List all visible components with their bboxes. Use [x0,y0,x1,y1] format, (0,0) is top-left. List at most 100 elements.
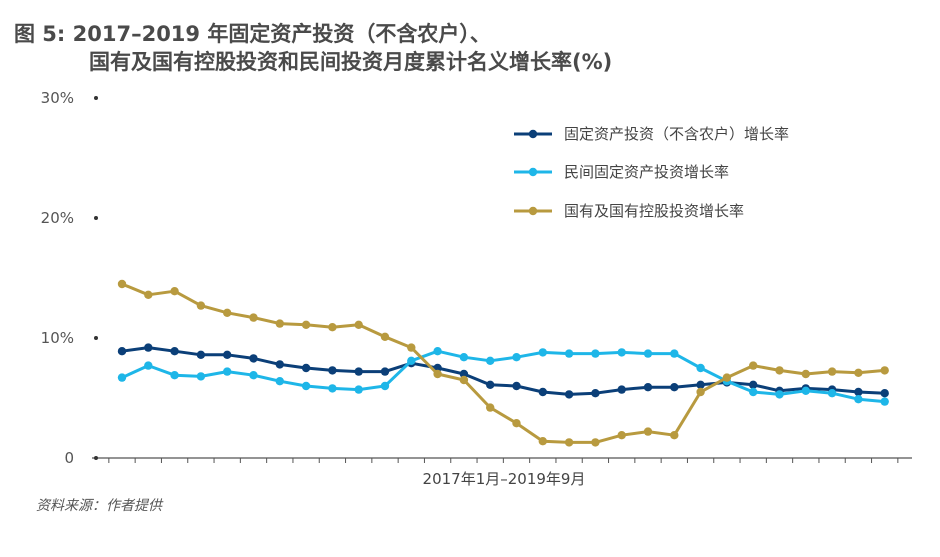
data-point [459,375,469,385]
data-point [749,361,758,370]
data-point [354,385,363,394]
data-point [696,387,705,397]
data-point [617,431,626,440]
y-tick-dot [94,96,98,100]
chart-title-line1: 图 5: 2017–2019 年固定资产投资（不含农户）、 [14,22,491,46]
data-point [223,367,232,376]
series-2 [117,279,889,447]
data-point [775,366,784,375]
data-point [170,287,179,296]
y-tick-dot [94,336,98,340]
series-lines [117,279,889,447]
data-point [617,385,626,394]
data-point [433,369,442,379]
data-point [328,384,337,393]
series-line [121,346,885,396]
data-point [459,369,469,379]
y-tick-label: 0 [64,449,74,467]
data-point [301,320,311,329]
data-point [407,343,416,352]
data-point [275,377,284,386]
data-point [670,349,679,358]
data-point [301,381,311,391]
data-point [275,319,284,328]
data-point [854,387,863,397]
data-point [117,347,127,356]
data-point [170,371,179,380]
data-point [249,354,258,363]
data-point [538,348,547,357]
data-point [854,368,863,377]
data-point [775,390,784,399]
data-point [144,343,153,352]
data-point [354,320,363,329]
legend-label: 国有及国有控股投资增长率 [564,202,744,220]
data-point [696,363,705,373]
data-point [643,349,653,358]
data-point [591,389,600,398]
data-point [486,356,495,365]
data-point [249,313,258,322]
data-point [564,438,574,447]
data-point [696,380,705,389]
y-tick-dot [94,216,98,220]
data-point [670,383,679,392]
data-point [827,367,837,376]
y-tick-label: 20% [41,209,74,227]
data-point [591,349,600,358]
data-point [486,403,495,412]
data-point [170,347,179,356]
data-point [643,383,653,392]
data-point [670,431,679,440]
data-point [144,290,153,299]
legend-item-2: 国有及国有控股投资增长率 [514,202,744,220]
data-point [880,389,889,398]
data-point [196,372,206,381]
data-point [144,361,153,370]
series-line [121,282,885,444]
data-point [486,380,495,389]
data-point [223,308,232,317]
legend-swatch-dot [528,129,538,139]
data-point [512,419,521,428]
data-point [249,371,258,380]
data-point [328,366,337,375]
data-point [512,381,521,391]
data-point [459,353,469,362]
data-point [617,348,626,357]
data-point [854,395,863,404]
chart-title-line2: 国有及国有控股投资和民间投资月度累计名义增长率(%) [89,50,613,74]
chart-title: 图 5: 2017–2019 年固定资产投资（不含农户）、 国有及国有控股投资和… [14,20,612,76]
data-point [880,366,889,375]
data-point [564,349,574,358]
axes: 0 10% 20% 30% 2017年1月–2019年9月 [41,89,912,488]
legend-swatch-dot [528,206,538,216]
source-note: 资料来源：作者提供 [36,498,162,514]
data-point [196,350,206,359]
y-tick-label: 10% [41,329,74,347]
data-point [380,381,390,391]
data-point [643,427,653,436]
data-point [591,438,600,447]
data-point [722,373,732,382]
data-point [117,279,127,289]
data-point [433,347,442,356]
y-tick-dot [94,456,98,460]
data-point [749,380,758,389]
series-1 [117,347,889,406]
data-point [301,363,311,373]
data-point [407,356,416,365]
data-point [538,387,547,397]
data-point [827,389,837,398]
data-point [275,360,284,369]
series-line [121,349,885,404]
legend-label: 民间固定资产投资增长率 [564,163,729,181]
legend-item-0: 固定资产投资（不含农户）增长率 [514,125,789,143]
data-point [801,369,810,379]
data-point [223,350,232,359]
data-point [354,367,363,376]
legend-item-1: 民间固定资产投资增长率 [514,163,729,181]
data-point [380,367,390,376]
